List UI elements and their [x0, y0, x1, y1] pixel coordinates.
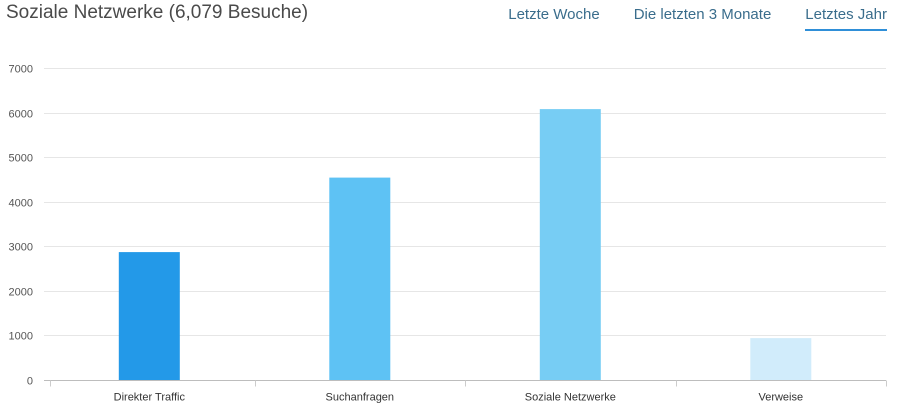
y-tick-label: 6000 [9, 109, 33, 121]
x-category-label: Suchanfragen [326, 392, 395, 404]
tab-last-year[interactable]: Letztes Jahr [805, 6, 887, 31]
x-category-label: Direkter Traffic [114, 392, 186, 404]
y-tick-label: 5000 [9, 153, 33, 165]
tab-last-week[interactable]: Letzte Woche [508, 6, 600, 23]
bar [539, 109, 601, 380]
y-tick-label: 4000 [9, 198, 33, 210]
bar-chart-svg: 0 1000 2000 3000 4000 5000 6000 7000 Direkter Tr… [9, 64, 887, 404]
bar [750, 338, 812, 380]
period-tabs: Letzte Woche Die letzten 3 Monate Letzte… [474, 6, 887, 31]
bar [329, 177, 391, 380]
x-category-label: Verweise [758, 392, 803, 404]
y-tick-label: 7000 [9, 64, 33, 76]
chart-header: Soziale Netzwerke (6,079 Besuche) Letzte… [0, 0, 897, 40]
y-tick-label: 0 [27, 376, 33, 388]
page-title: Soziale Netzwerke (6,079 Besuche) [6, 2, 309, 23]
x-category-label: Soziale Netzwerke [525, 392, 616, 404]
y-tick-label: 1000 [9, 331, 33, 343]
tab-last-3-months[interactable]: Die letzten 3 Monate [633, 6, 772, 23]
bar-chart: 0 1000 2000 3000 4000 5000 6000 7000 Direkter Tr… [0, 50, 897, 409]
y-tick-label: 2000 [9, 287, 33, 299]
bar [118, 252, 180, 380]
y-tick-label: 3000 [9, 242, 33, 254]
